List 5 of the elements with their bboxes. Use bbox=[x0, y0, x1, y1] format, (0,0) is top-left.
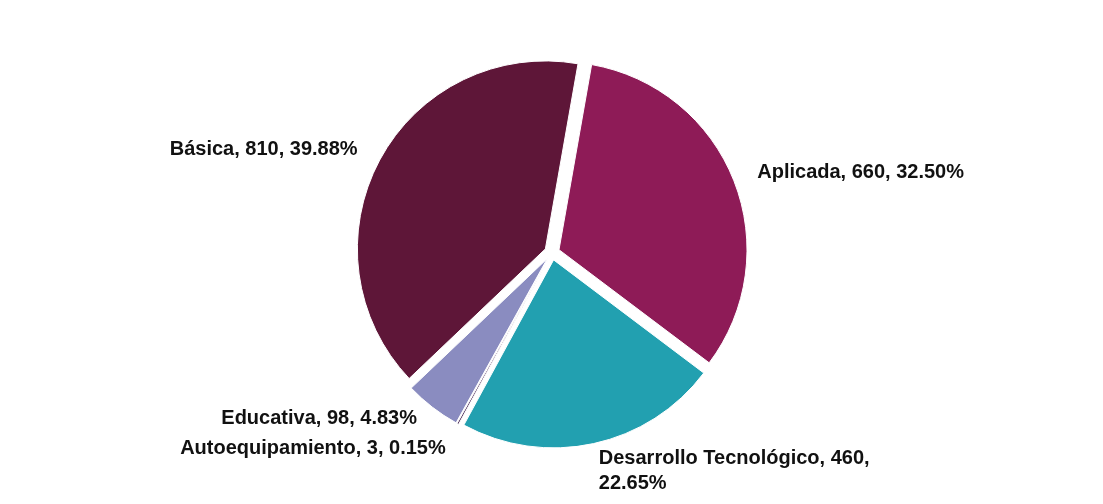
slice-label: Desarrollo Tecnológico, 460, 22.65% bbox=[598, 445, 870, 493]
slice-label: Aplicada, 660, 32.50% bbox=[757, 160, 965, 183]
slice-label: Básica, 810, 39.88% bbox=[169, 136, 358, 159]
slice-label: Autoequipamiento, 3, 0.15% bbox=[180, 435, 446, 458]
slice-label: Educativa, 98, 4.83% bbox=[221, 405, 418, 428]
